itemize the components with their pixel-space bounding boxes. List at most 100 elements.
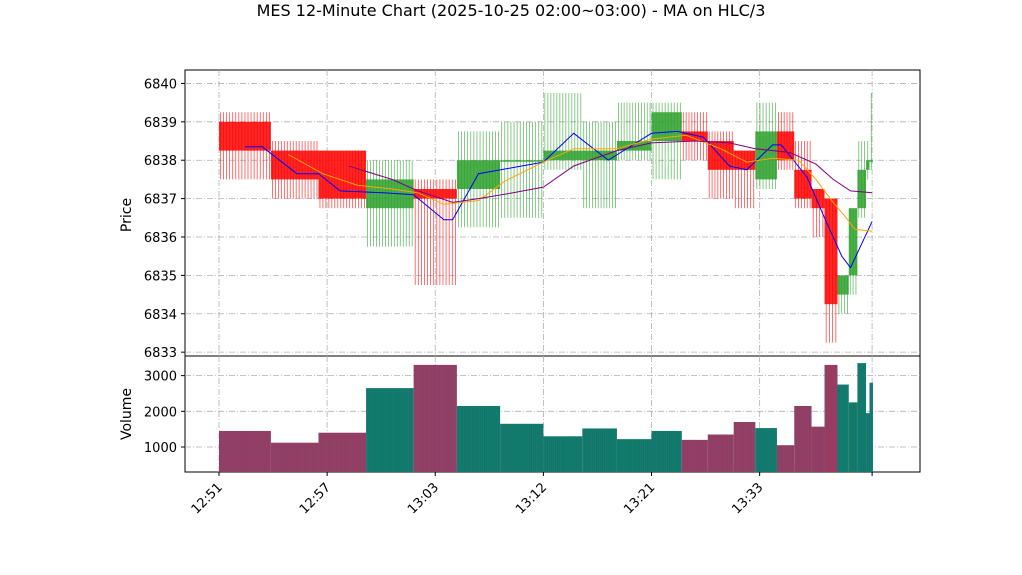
ohlc-body bbox=[413, 189, 457, 199]
ohlc-bar-up bbox=[837, 275, 849, 314]
volume-bar-fill bbox=[456, 405, 501, 472]
ohlc-body bbox=[582, 150, 617, 161]
x-tick-label: 13:21 bbox=[621, 480, 658, 517]
volume-bar bbox=[681, 439, 708, 472]
ohlc-bar-down bbox=[776, 112, 795, 170]
ohlc-body bbox=[543, 150, 583, 161]
ohlc-bar-up bbox=[651, 102, 682, 180]
price-panel: 6833 6834 6835 6836 6837 6838 6839 6840 Price bbox=[119, 69, 921, 361]
volume-axis-label: Volume bbox=[119, 388, 135, 440]
volume-bar-fill bbox=[837, 384, 849, 472]
ohlc-bar-down bbox=[219, 112, 271, 180]
volume-bar bbox=[366, 388, 414, 472]
volume-bar-fill bbox=[270, 442, 319, 472]
volume-bar bbox=[219, 430, 271, 472]
volume-bar bbox=[456, 405, 501, 472]
ohlc-bar-up bbox=[866, 141, 870, 180]
x-tick-label: 13:33 bbox=[729, 480, 766, 517]
ohlc-body bbox=[776, 131, 795, 161]
volume-bar bbox=[543, 436, 583, 472]
volume-panel: 1000 2000 3000 Volume bbox=[119, 355, 921, 473]
price-tick-label: 6837 bbox=[144, 193, 177, 208]
ohlc-bar-up bbox=[366, 160, 414, 247]
ohlc-body bbox=[866, 160, 870, 170]
volume-bar bbox=[270, 442, 319, 472]
ohlc-bar-down bbox=[811, 189, 825, 237]
ohlc-bar-down bbox=[824, 198, 838, 343]
volume-bar bbox=[824, 364, 838, 472]
volume-bar bbox=[866, 413, 870, 472]
ohlc-body bbox=[794, 169, 812, 199]
volume-bars bbox=[219, 363, 873, 472]
ohlc-bar-up bbox=[582, 121, 617, 209]
volume-tick-label: 3000 bbox=[144, 370, 177, 385]
x-axis-ticks: 12:51 12:57 13:03 13:12 13:21 13:33 bbox=[189, 472, 873, 517]
volume-bar-fill bbox=[869, 382, 873, 472]
ohlc-bar-up bbox=[755, 102, 777, 190]
ohlc-bar-up bbox=[869, 93, 873, 170]
volume-bar bbox=[837, 384, 849, 472]
price-bars bbox=[219, 93, 873, 343]
moving-average-line bbox=[245, 130, 873, 269]
moving-average-lines bbox=[245, 130, 873, 269]
volume-y-ticks: 1000 2000 3000 bbox=[144, 370, 185, 456]
volume-bar bbox=[500, 423, 544, 472]
ohlc-bar-up bbox=[456, 131, 501, 228]
ohlc-body bbox=[681, 131, 708, 142]
volume-bar-fill bbox=[366, 388, 414, 472]
ohlc-bar-up bbox=[543, 93, 583, 170]
price-tick-label: 6838 bbox=[144, 154, 177, 169]
volume-bar-fill bbox=[318, 432, 367, 472]
ohlc-body bbox=[837, 275, 849, 295]
volume-bar bbox=[811, 426, 825, 472]
x-tick-label: 12:51 bbox=[189, 480, 226, 517]
ohlc-body bbox=[811, 189, 825, 209]
ohlc-body bbox=[857, 169, 867, 209]
ohlc-body bbox=[869, 160, 873, 162]
volume-bar bbox=[582, 428, 617, 472]
ohlc-bar-down bbox=[794, 141, 812, 209]
price-tick-label: 6840 bbox=[144, 77, 177, 92]
ohlc-body bbox=[366, 179, 414, 209]
volume-bar bbox=[733, 422, 756, 472]
ohlc-body bbox=[755, 131, 777, 180]
volume-bar bbox=[869, 382, 873, 472]
ohlc-bar-up bbox=[848, 208, 858, 295]
volume-bar bbox=[318, 432, 367, 472]
volume-bar bbox=[794, 405, 812, 472]
price-axis-label: Price bbox=[119, 198, 135, 232]
moving-average-line bbox=[287, 134, 873, 232]
price-tick-label: 6836 bbox=[144, 231, 177, 246]
volume-bar bbox=[776, 445, 795, 472]
chart-title: MES 12-Minute Chart (2025-10-25 02:00~03… bbox=[256, 1, 766, 20]
ohlc-bar-down bbox=[681, 112, 708, 161]
ohlc-bar-down bbox=[270, 141, 319, 199]
ohlc-body bbox=[733, 150, 756, 170]
ohlc-body bbox=[824, 198, 838, 305]
ohlc-body bbox=[848, 208, 858, 276]
volume-bar bbox=[848, 402, 858, 472]
volume-bar-fill bbox=[848, 402, 858, 472]
volume-bar bbox=[857, 363, 867, 472]
x-tick-label: 12:57 bbox=[297, 480, 334, 517]
ohlc-bar-down bbox=[413, 179, 457, 285]
volume-bar bbox=[651, 430, 682, 472]
volume-bar bbox=[413, 364, 457, 472]
volume-bar-fill bbox=[857, 363, 867, 472]
volume-tick-label: 1000 bbox=[144, 441, 177, 456]
ohlc-body bbox=[219, 121, 271, 151]
price-tick-label: 6833 bbox=[144, 346, 177, 361]
price-tick-label: 6839 bbox=[144, 116, 177, 131]
volume-bar-fill bbox=[413, 364, 457, 472]
ohlc-bar-down bbox=[733, 150, 756, 209]
price-axes-frame bbox=[184, 69, 921, 357]
price-y-ticks: 6833 6834 6835 6836 6837 6838 6839 6840 bbox=[144, 77, 185, 361]
price-gridlines bbox=[185, 70, 920, 356]
volume-bar bbox=[755, 428, 777, 472]
price-tick-label: 6834 bbox=[144, 308, 177, 323]
x-tick-label: 13:03 bbox=[405, 480, 442, 517]
ohlc-body bbox=[500, 160, 544, 162]
ohlc-body bbox=[270, 150, 319, 180]
volume-bar bbox=[616, 439, 652, 472]
